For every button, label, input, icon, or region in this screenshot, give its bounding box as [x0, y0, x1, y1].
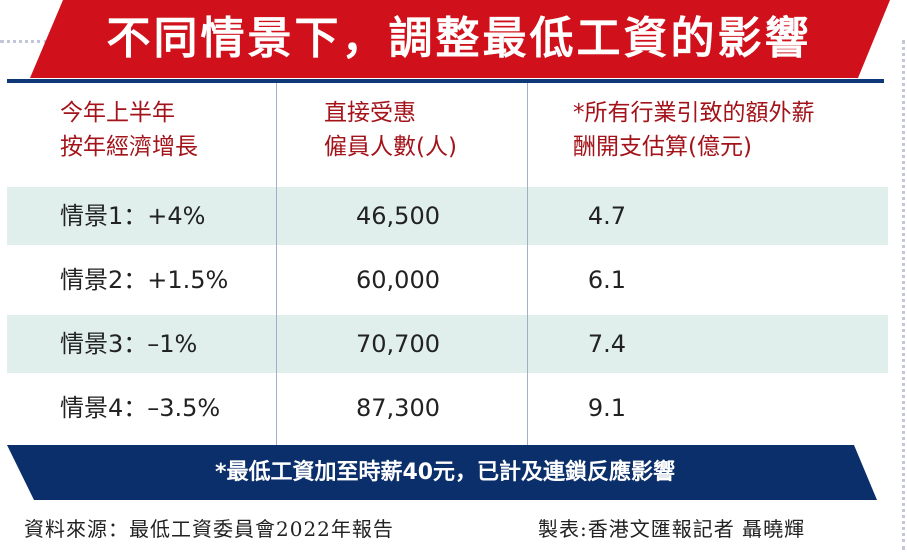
cost-cell: 7.4 — [587, 330, 627, 358]
scenario-cell: 情景3：–1% — [60, 330, 198, 358]
title-banner — [30, 0, 890, 78]
scenario-cell: 情景2：+1.5% — [60, 266, 229, 294]
employees-cell: 70,700 — [356, 330, 440, 358]
decorative-dotted-line-left — [0, 40, 48, 43]
header-cost-line2: 酬開支估算(億元) — [573, 134, 752, 160]
table-row: 情景2：+1.5% 60,000 6.1 — [7, 251, 888, 309]
table-row: 情景3：–1% 70,700 7.4 — [7, 315, 888, 373]
scenario-cell: 情景4：–3.5% — [60, 394, 221, 422]
title-underline — [7, 79, 884, 83]
header-employees-line1: 直接受惠 — [324, 100, 416, 126]
header-growth-line1: 今年上半年 — [60, 100, 175, 126]
employees-cell: 46,500 — [356, 202, 440, 230]
cost-cell: 4.7 — [587, 202, 627, 230]
employees-cell: 60,000 — [356, 266, 440, 294]
header-growth: 今年上半年 按年經濟增長 — [60, 96, 198, 164]
scenario-cell: 情景1：+4% — [60, 202, 206, 230]
cost-cell: 6.1 — [587, 266, 627, 294]
employees-cell: 87,300 — [356, 394, 440, 422]
column-divider — [276, 83, 277, 445]
source-text: 資料來源：最低工資委員會2022年報告 — [24, 517, 394, 541]
header-employees-line2: 僱員人數(人) — [324, 134, 457, 160]
cost-cell: 9.1 — [587, 394, 627, 422]
note-banner — [7, 445, 877, 500]
column-divider — [527, 83, 528, 445]
table-row: 情景1：+4% 46,500 4.7 — [7, 187, 888, 245]
header-cost: *所有行業引致的額外薪 酬開支估算(億元) — [573, 96, 815, 164]
credit-text: 製表:香港文匯報記者 聶曉輝 — [538, 517, 806, 541]
footnote: *最低工資加至時薪40元，已計及連鎖反應影響 — [214, 460, 676, 485]
header-employees: 直接受惠 僱員人數(人) — [324, 96, 457, 164]
decorative-dotted-line-right — [902, 40, 905, 550]
header-growth-line2: 按年經濟增長 — [60, 134, 198, 160]
header-cost-line1: *所有行業引致的額外薪 — [573, 100, 815, 126]
page-title: 不同情景下，調整最低工資的影響 — [106, 13, 812, 64]
table-row: 情景4：–3.5% 87,300 9.1 — [7, 379, 888, 437]
